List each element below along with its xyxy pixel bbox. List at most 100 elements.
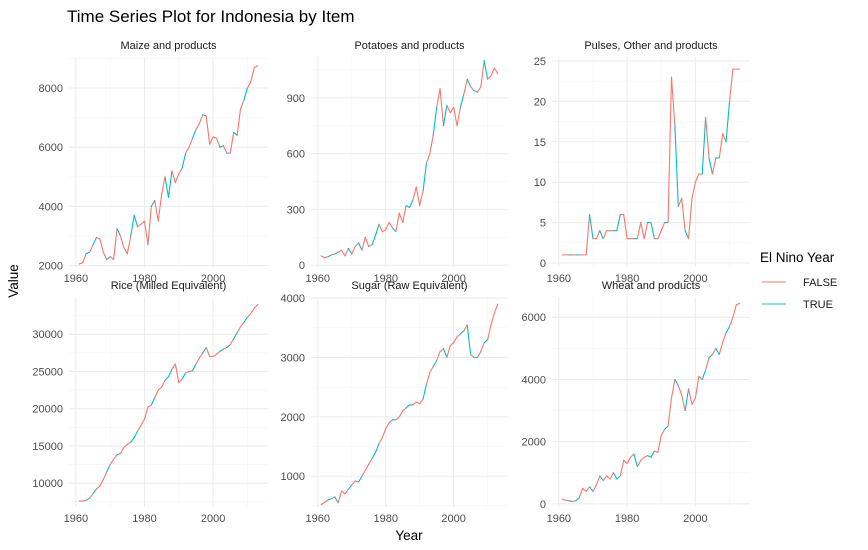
series-segment-false [143,220,149,246]
y-axis-label: Value [6,264,21,298]
series-segment-true [106,463,111,473]
series-segment-false [412,186,417,201]
series-segment-true [405,404,411,409]
series-segment-true [181,152,187,169]
series-segment-false [619,459,625,477]
x-tick-label: 1980 [615,273,639,285]
series-segment-false [626,456,632,464]
series-segment-true [575,497,580,502]
series-segment-true [167,368,173,378]
series-segment-true [483,60,489,80]
series-segment-true [181,372,187,380]
series-segment-false [395,416,400,421]
series-segment-false [636,459,642,468]
series-segment-false [157,386,163,391]
series-segment-false [78,262,84,265]
series-segment-false [609,472,615,480]
series-segment-true [422,383,428,400]
panel-title-maize-and-products: Maize and products [121,40,217,52]
series-segment-true [116,228,122,237]
series-segment-false [109,256,115,261]
series-segment-true [442,348,448,359]
y-tick-label: 2000 [522,437,546,449]
series-segment-false [330,496,336,500]
series-segment-false [667,76,673,224]
series-segment-false [229,131,235,154]
series-segment-true [233,131,238,136]
series-segment-false [388,419,394,424]
series-segment-true [233,332,238,340]
series-segment-false [171,363,176,370]
series-segment-false [215,350,221,355]
series-segment-true [701,369,707,380]
series-segment-false [415,401,421,405]
series-segment-true [347,247,353,255]
series-segment-false [341,249,346,257]
series-segment-true [243,316,248,323]
series-segment-false [623,213,628,240]
series-segment-false [705,117,710,159]
series-segment-false [236,326,242,334]
series-segment-true [357,242,363,251]
series-segment-false [463,324,468,332]
x-tick-label: 1980 [615,513,639,525]
series-segment-false [154,199,159,222]
series-segment-false [147,205,152,246]
series-segment-true [616,475,621,480]
series-segment-false [185,146,190,154]
series-segment-true [219,348,224,352]
series-segment-false [711,347,717,356]
y-tick-label: 25000 [32,366,63,378]
series-segment-false [490,312,495,326]
series-segment-true [92,236,97,246]
panel-maize-and-products: 1960 1980 2000 2000 4000 6000 8000 Maize and pr… [39,40,268,285]
series-segment-false [222,347,228,350]
series-segment-false [253,303,259,309]
y-tick-label: 10 [534,177,546,189]
series-segment-false [344,488,349,495]
y-tick-label: 600 [287,149,305,161]
series-segment-false [606,475,611,480]
series-segment-false [653,450,659,454]
y-tick-label: 300 [287,204,305,216]
series-segment-false [694,173,700,183]
y-tick-label: 2000 [281,412,305,424]
series-segment-false [677,197,683,207]
series-segment-false [439,88,445,127]
panel-title-potatoes-and-products: Potatoes and products [354,40,465,52]
series-segment-false [487,324,492,341]
series-segment-false [687,197,693,240]
y-tick-label: 15000 [32,441,63,453]
series-segment-false [240,99,245,110]
series-segment-false [602,230,608,240]
series-segment-false [178,378,183,384]
series-segment-false [188,370,194,373]
series-segment-false [453,106,458,127]
series-segment-false [209,136,214,145]
series-segment-false [636,222,642,240]
series-segment-true [130,437,135,443]
series-segment-false [453,336,458,344]
series-segment-false [123,247,128,255]
series-segment-true [164,376,170,381]
series-segment-false [113,454,118,460]
series-segment-false [412,401,417,406]
series-segment-true [674,378,679,387]
series-segment-false [490,67,495,77]
series-segment-true [684,388,690,412]
series-segment-false [425,153,431,164]
series-segment-false [670,378,676,399]
series-segment-false [178,167,183,175]
series-segment-false [99,238,104,253]
series-segment-false [351,480,356,486]
chart-title: Time Series Plot for Indonesia by Item [67,7,355,26]
y-tick-label: 4000 [281,293,305,305]
series-segment-false [415,186,421,207]
series-segment-false [429,365,434,373]
series-segment-false [718,341,724,356]
series-segment-true [599,230,604,240]
series-segment-false [395,212,400,233]
series-segment-false [718,133,724,159]
